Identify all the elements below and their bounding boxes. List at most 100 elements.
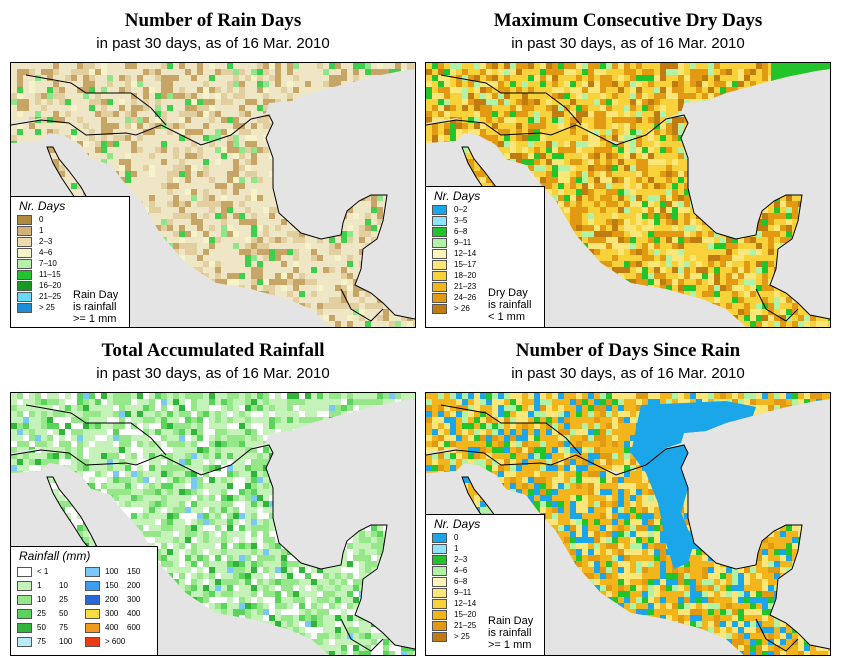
legend-range-low: 75: [37, 637, 46, 646]
legend-label: 1: [39, 226, 44, 235]
legend-swatch: [85, 637, 100, 647]
legend-label: 1: [454, 544, 459, 553]
legend-label: 6–8: [454, 577, 468, 586]
legend-range-low: < 1: [37, 567, 49, 576]
panel-max-dry-days: Maximum Consecutive Dry Days in past 30 …: [425, 10, 831, 330]
legend-label: > 25: [454, 632, 470, 641]
legend-title: Nr. Days: [19, 199, 66, 213]
legend-note-line1: Rain Day: [488, 615, 534, 627]
legend-swatch: [432, 544, 447, 554]
legend-label: > 25: [39, 303, 55, 312]
legend-label: 15–20: [454, 610, 477, 619]
legend-swatch: [17, 237, 32, 247]
legend-label: 16–20: [39, 281, 62, 290]
panel-accumulated-rainfall: Total Accumulated Rainfall in past 30 da…: [10, 340, 416, 658]
legend-swatch: [17, 303, 32, 313]
legend-label: 3–5: [454, 216, 468, 225]
legend-swatch: [432, 621, 447, 631]
legend-label: 21–25: [454, 621, 477, 630]
legend: Nr. Days 0 1 2–3 4–6 6–8 9–11 12–14 15–20 21–25 >…: [426, 514, 545, 655]
legend-swatch: [432, 271, 447, 281]
legend-swatch: [17, 281, 32, 291]
panel-subtitle: in past 30 days, as of 16 Mar. 2010: [511, 35, 745, 52]
legend-swatch: [17, 226, 32, 236]
map-max-dry-days[interactable]: Nr. Days 0–2 3–5 6–8 9–11 12–14 15–17 18–20 21–…: [425, 62, 831, 328]
legend-swatch: [432, 227, 447, 237]
legend-swatch: [85, 567, 100, 577]
legend-swatch: [432, 588, 447, 598]
map-accumulated-rainfall[interactable]: Rainfall (mm) < 1 1 10 10 25 25 50 50 75 75 100 100…: [10, 392, 416, 656]
panel-title: Maximum Consecutive Dry Days: [493, 10, 763, 31]
legend-swatch: [17, 248, 32, 258]
legend-range-high: 200: [127, 581, 141, 590]
legend-range-low: 400: [105, 623, 119, 632]
legend-label: 0: [454, 533, 459, 542]
legend-swatch: [85, 595, 100, 605]
legend-label: 7–10: [39, 259, 57, 268]
legend-note-line1: Rain Day: [73, 289, 119, 301]
legend-label: 21–23: [454, 282, 477, 291]
legend-label: > 26: [454, 304, 470, 313]
legend-label: 9–11: [454, 238, 472, 247]
legend-label: 9–11: [454, 588, 472, 597]
legend-range-low: 300: [105, 609, 119, 618]
legend-range-low: 50: [37, 623, 46, 632]
panel-subtitle: in past 30 days, as of 16 Mar. 2010: [511, 365, 745, 382]
panel-subtitle: in past 30 days, as of 16 Mar. 2010: [96, 365, 330, 382]
legend-swatch: [17, 609, 32, 619]
legend-label: 12–14: [454, 599, 477, 608]
legend-swatch: [432, 566, 447, 576]
legend-swatch: [432, 260, 447, 270]
legend-label: 0–2: [454, 205, 468, 214]
legend-swatch: [432, 555, 447, 565]
legend-label: 4–6: [39, 248, 53, 257]
legend-label: 18–20: [454, 271, 477, 280]
legend-swatch: [85, 623, 100, 633]
panel-days-since-rain: Number of Days Since Rain in past 30 day…: [425, 340, 831, 658]
legend-swatch: [85, 581, 100, 591]
legend-note-line3: < 1 mm: [488, 311, 525, 323]
legend-range-low: 150: [105, 581, 119, 590]
map-rain-days[interactable]: Nr. Days 0 1 2–3 4–6 7–10 11–15 16–20 21–25 > 25…: [10, 62, 416, 328]
legend-note-line2: is rainfall: [488, 627, 532, 639]
legend-swatch: [17, 292, 32, 302]
legend-label: 15–17: [454, 260, 477, 269]
legend-range-high: 400: [127, 609, 141, 618]
legend-range-high: 10: [59, 581, 68, 590]
legend-swatch: [432, 205, 447, 215]
panel-subtitle: in past 30 days, as of 16 Mar. 2010: [96, 35, 330, 52]
legend-range-high: 300: [127, 595, 141, 604]
legend-label: 6–8: [454, 227, 468, 236]
legend-label: 4–6: [454, 566, 468, 575]
legend-swatch: [432, 216, 447, 226]
panel-title: Total Accumulated Rainfall: [101, 340, 325, 361]
legend-note-line3: >= 1 mm: [73, 313, 117, 325]
legend-swatch: [432, 238, 447, 248]
legend-range-low: 25: [37, 609, 46, 618]
legend-swatch: [85, 609, 100, 619]
legend-swatch: [17, 215, 32, 225]
legend-swatch: [432, 533, 447, 543]
legend-swatch: [17, 595, 32, 605]
legend-label: 0: [39, 215, 44, 224]
legend-swatch: [17, 637, 32, 647]
panel-rain-days: Number of Rain Days in past 30 days, as …: [10, 10, 416, 330]
map-canvas: [11, 63, 415, 327]
legend-swatch: [432, 249, 447, 259]
legend-label: 11–15: [39, 270, 61, 279]
legend-swatch: [432, 610, 447, 620]
map-days-since-rain[interactable]: Nr. Days 0 1 2–3 4–6 6–8 9–11 12–14 15–20 21–25 >…: [425, 392, 831, 656]
legend-label: 2–3: [39, 237, 53, 246]
legend-note-line3: >= 1 mm: [488, 639, 532, 651]
legend-swatch: [432, 304, 447, 314]
legend-note-line2: is rainfall: [73, 301, 117, 313]
legend-swatch: [17, 270, 32, 280]
legend-label: 2–3: [454, 555, 468, 564]
legend-label: 12–14: [454, 249, 477, 258]
legend-swatch: [17, 581, 32, 591]
legend-range-high: 50: [59, 609, 68, 618]
legend-range-low: > 600: [105, 637, 126, 646]
legend-title: Rainfall (mm): [19, 549, 91, 563]
panel-title: Number of Rain Days: [124, 10, 302, 31]
legend: Rainfall (mm) < 1 1 10 10 25 25 50 50 75 75 100 100…: [11, 546, 158, 655]
